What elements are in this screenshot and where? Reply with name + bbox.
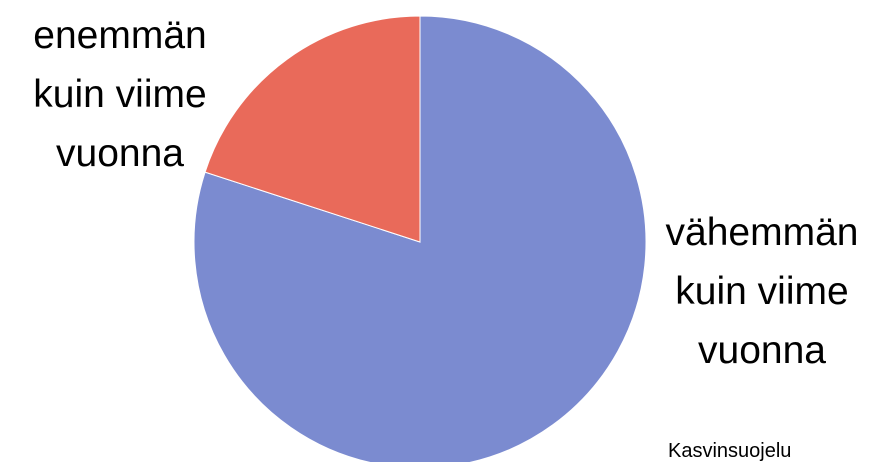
pie-slice [204, 15, 421, 243]
source-note: Kasvinsuojelu [668, 440, 792, 462]
slice-label: vähemmän kuin viime vuonna [665, 211, 859, 372]
slice-label: enemmän kuin viime vuonna [33, 14, 207, 175]
pie-slice [193, 15, 647, 462]
